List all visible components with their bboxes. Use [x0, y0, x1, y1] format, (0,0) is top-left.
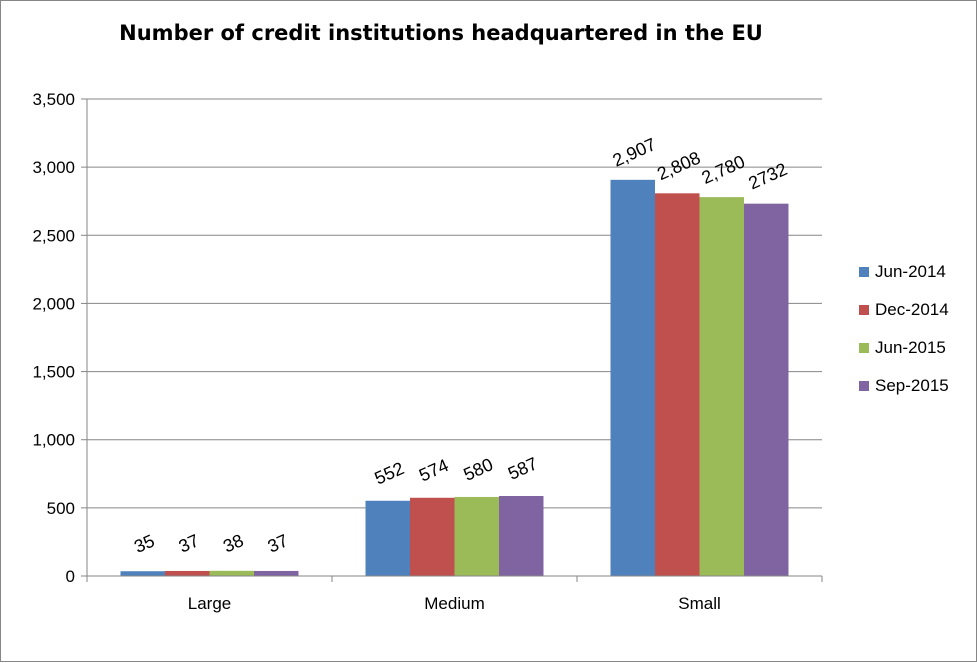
data-label: 552 — [372, 458, 408, 488]
legend-label: Dec-2014 — [875, 300, 949, 319]
legend-label: Jun-2015 — [875, 338, 946, 357]
gridlines — [87, 98, 822, 577]
x-tick-label: Medium — [424, 594, 484, 613]
y-tick-label: 1,000 — [32, 431, 75, 450]
data-label: 2,907 — [610, 134, 659, 171]
bar — [699, 197, 744, 576]
data-label: 35 — [131, 531, 157, 557]
legend-swatch — [859, 381, 869, 391]
bar — [365, 500, 410, 576]
x-tick-label: Small — [678, 594, 721, 613]
data-label: 2732 — [745, 159, 790, 194]
bar — [120, 571, 165, 576]
bar — [499, 496, 544, 576]
data-label: 38 — [220, 530, 246, 556]
bar — [209, 570, 254, 576]
data-label: 37 — [265, 530, 291, 556]
y-tick-label: 1,500 — [32, 363, 75, 382]
bar — [454, 496, 499, 576]
legend-swatch — [859, 343, 869, 353]
x-tick-label: Large — [188, 594, 231, 613]
legend-swatch — [859, 305, 869, 315]
data-label: 2,808 — [654, 148, 703, 185]
data-label: 580 — [461, 454, 497, 484]
bars — [120, 179, 789, 577]
bar — [655, 193, 700, 577]
bar — [410, 497, 455, 576]
data-label: 2,780 — [699, 151, 748, 188]
y-tick-label: 3,000 — [32, 158, 75, 177]
legend-swatch — [859, 267, 869, 277]
bar — [165, 570, 210, 576]
data-label: 574 — [416, 455, 452, 485]
y-tick-label: 2,000 — [32, 294, 75, 313]
x-axis: Large Medium Small — [86, 575, 823, 613]
y-axis: 0 500 1,000 1,500 2,000 2,500 3,000 3,500 — [32, 90, 88, 586]
legend: Jun-2014 Dec-2014 Jun-2015 Sep-2015 — [859, 262, 949, 395]
y-tick-label: 2,500 — [32, 226, 75, 245]
bar — [744, 203, 789, 577]
bar — [610, 179, 655, 576]
bar — [254, 570, 299, 576]
data-label: 587 — [505, 453, 541, 483]
legend-label: Jun-2014 — [875, 262, 946, 281]
y-tick-label: 3,500 — [32, 90, 75, 109]
data-label: 37 — [176, 530, 202, 556]
chart-title: Number of credit institutions headquarte… — [119, 21, 763, 45]
y-tick-label: 0 — [66, 567, 75, 586]
legend-label: Sep-2015 — [875, 376, 949, 395]
y-tick-label: 500 — [47, 499, 75, 518]
